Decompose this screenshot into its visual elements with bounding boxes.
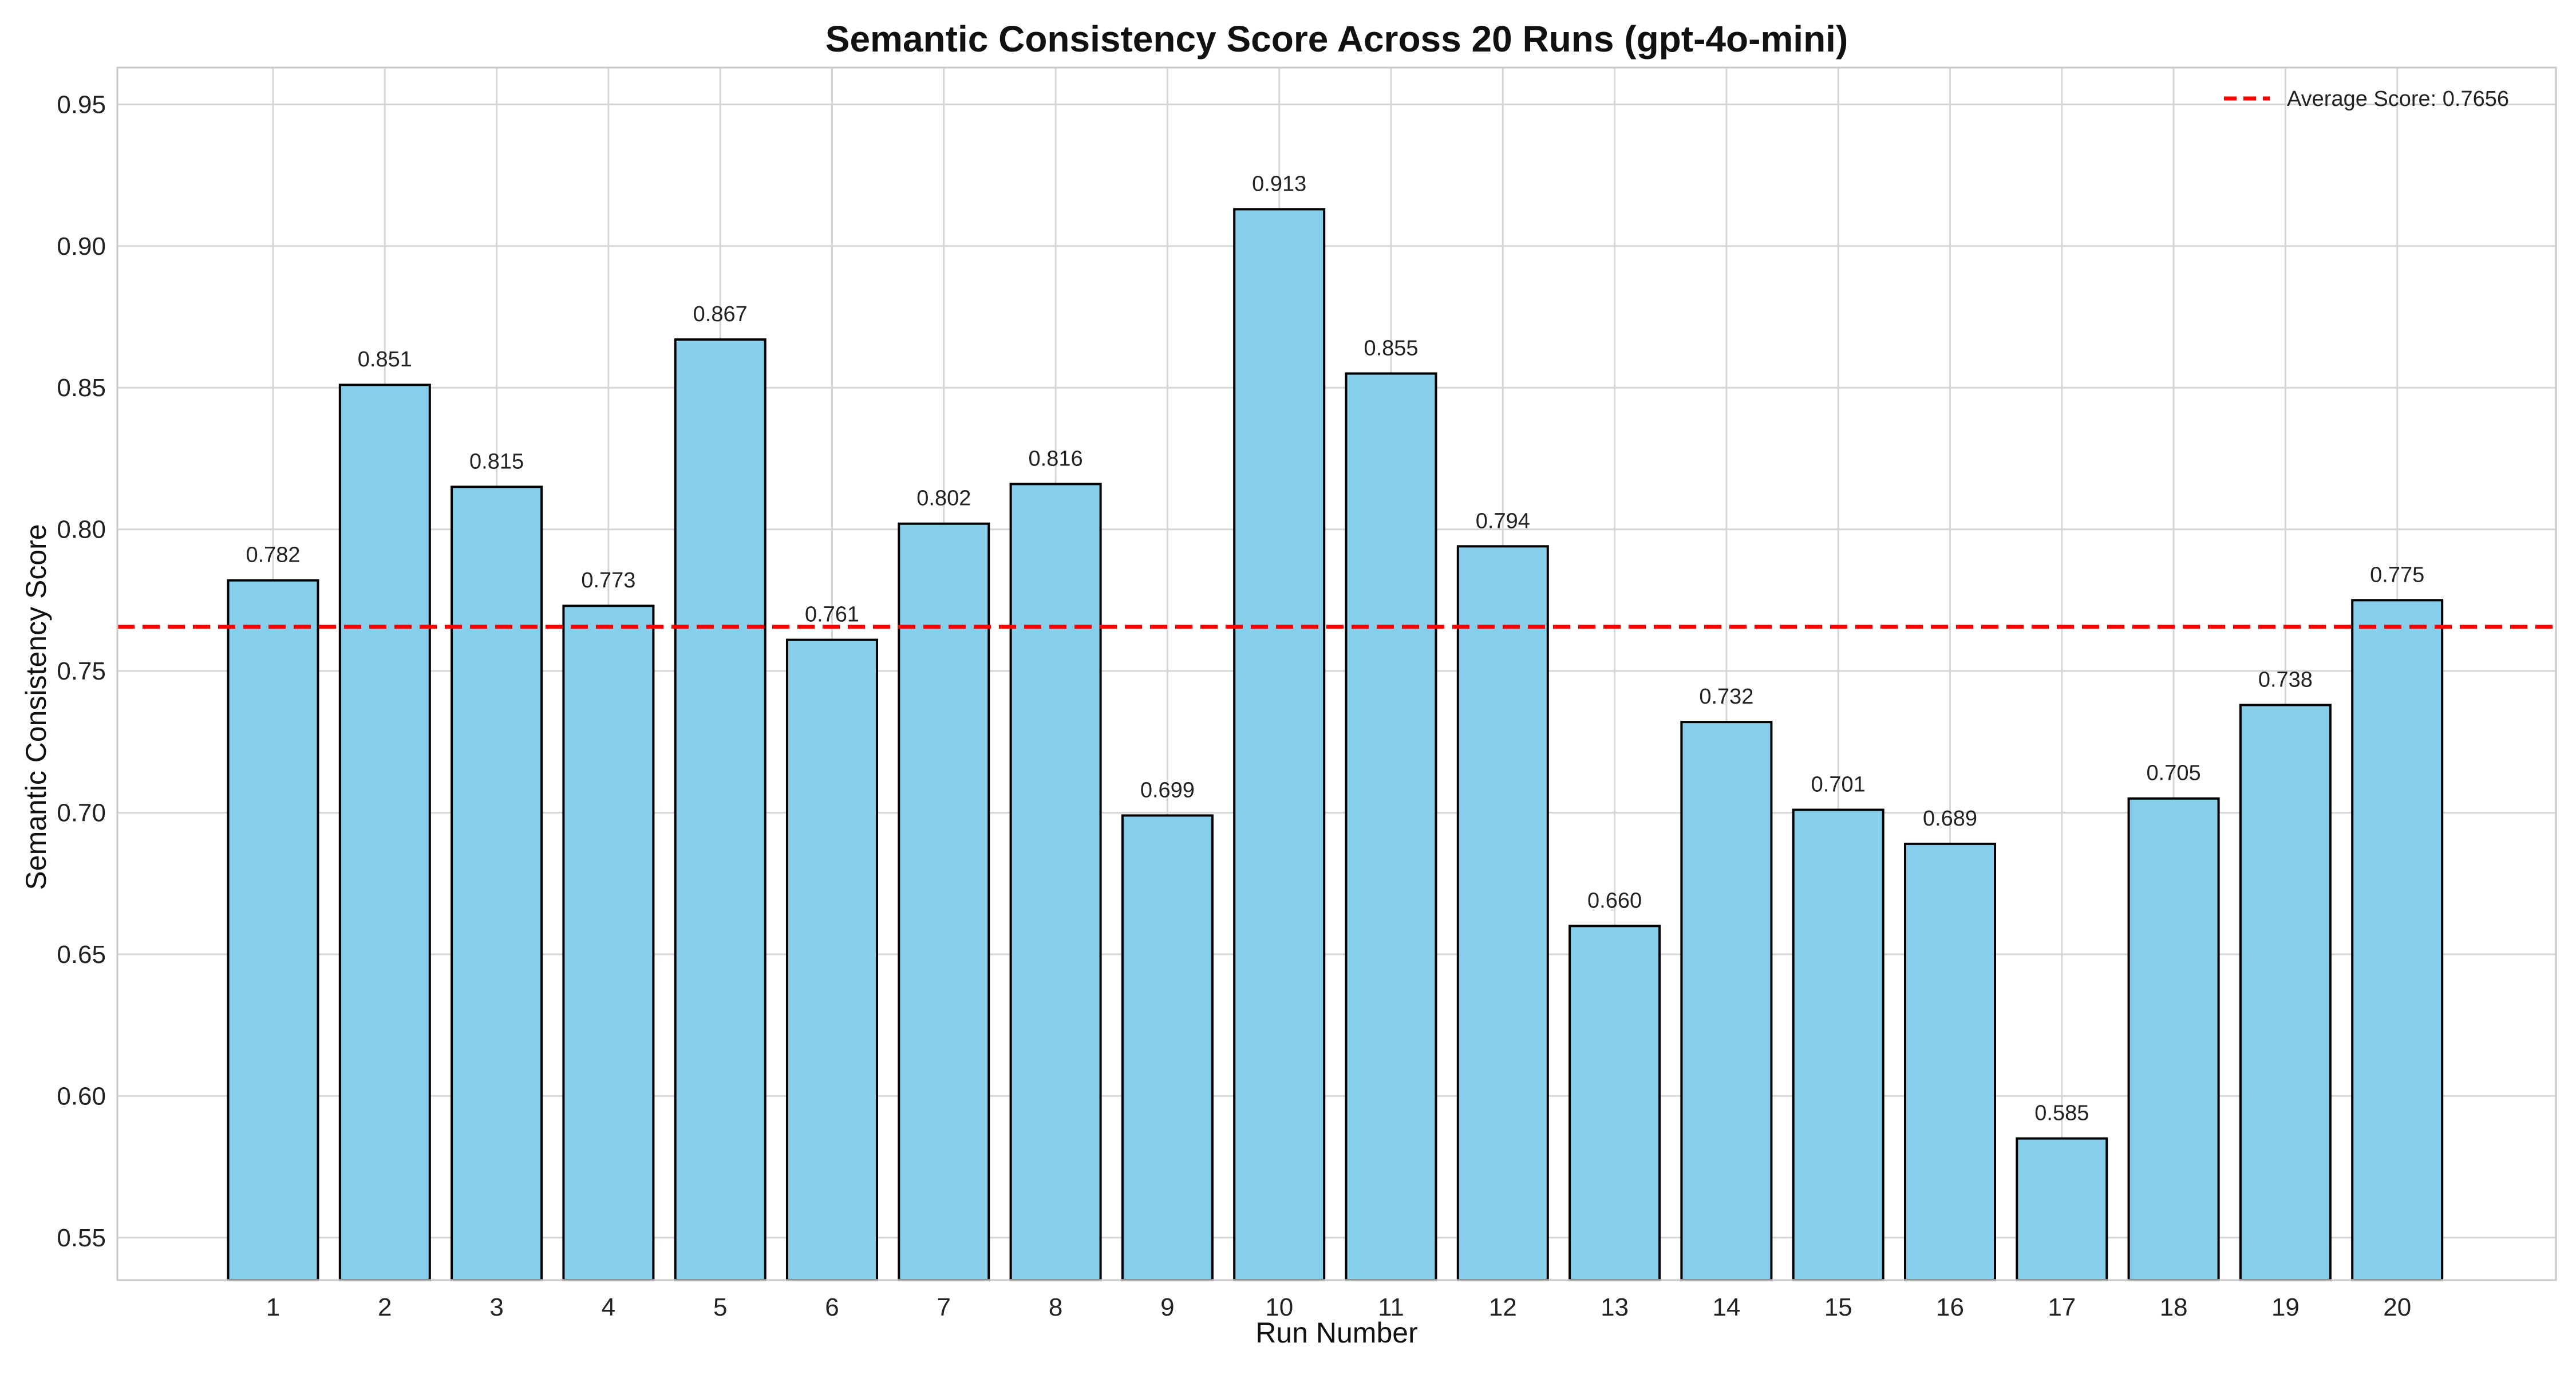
y-tick-label: 0.60 [57,1082,106,1110]
bar-run-10 [1233,208,1326,1281]
bar-run-19 [2239,704,2332,1281]
bar-run-18 [2127,797,2220,1281]
x-tick-label: 6 [825,1293,839,1321]
data-label-run-2: 0.851 [358,348,412,372]
bar-run-2 [338,384,431,1281]
bar-run-13 [1568,925,1661,1282]
plot-frame [116,66,2557,1281]
data-label-run-17: 0.585 [2034,1101,2089,1126]
data-label-run-4: 0.773 [581,568,635,593]
x-tick-label: 3 [489,1293,503,1321]
bar-run-20 [2351,599,2444,1281]
y-tick-label: 0.65 [57,941,106,969]
x-tick-label: 18 [2160,1293,2188,1321]
x-tick-label: 7 [937,1293,951,1321]
bar-run-17 [2016,1137,2108,1281]
x-tick-label: 14 [1712,1293,1740,1321]
bar-run-9 [1121,814,1214,1281]
data-label-run-12: 0.794 [1476,509,1530,533]
data-labels-layer: 0.782 0.851 0.815 0.773 0.867 0.761 0.802 0.816… [246,172,2424,1125]
bar-run-15 [1792,808,1884,1281]
y-tick-label: 0.90 [57,232,106,260]
y-tick-label: 0.95 [57,90,106,119]
data-label-run-6: 0.761 [805,603,859,627]
bar-run-3 [451,485,543,1281]
x-tick-label: 19 [2271,1293,2300,1321]
bar-run-7 [898,522,990,1282]
bar-run-6 [786,638,878,1281]
bar-run-11 [1345,372,1437,1281]
y-tick-labels: 0.55 0.60 0.65 0.70 0.75 0.80 0.85 0.90 0.95 [57,90,106,1251]
y-tick-label: 0.85 [57,374,106,402]
data-label-run-16: 0.689 [1923,807,1977,831]
data-label-run-8: 0.816 [1029,447,1083,471]
x-tick-label: 15 [1824,1293,1852,1321]
chart-title: Semantic Consistency Score Across 20 Run… [825,18,1848,60]
y-tick-label: 0.80 [57,516,106,544]
data-label-run-15: 0.701 [1811,773,1866,797]
y-axis-title: Semantic Consistency Score [20,524,52,890]
x-tick-label: 10 [1265,1293,1293,1321]
bar-run-14 [1680,721,1773,1282]
x-tick-label: 5 [713,1293,727,1321]
data-label-run-10: 0.913 [1252,172,1306,196]
data-label-run-13: 0.660 [1587,889,1642,913]
data-label-run-9: 0.699 [1140,778,1195,802]
x-tick-label: 16 [1936,1293,1964,1321]
x-tick-labels: 1 2 3 4 5 6 7 8 9 10 11 12 13 14 15 16 17 18 19 20 [266,1293,2411,1321]
x-tick-label: 17 [2048,1293,2076,1321]
bar-run-1 [227,579,319,1281]
x-tick-label: 20 [2383,1293,2411,1321]
legend: Average Score: 0.7656 [2224,87,2509,111]
bars-layer [227,208,2444,1282]
x-axis-title: Run Number [1255,1317,1417,1349]
data-label-run-19: 0.738 [2258,668,2313,692]
x-tick-label: 4 [602,1293,615,1321]
data-label-run-3: 0.815 [469,449,524,473]
data-label-run-18: 0.705 [2147,761,2201,785]
data-label-run-1: 0.782 [246,543,300,567]
legend-average-label: Average Score: 0.7656 [2287,87,2509,111]
x-tick-label: 1 [266,1293,280,1321]
x-tick-label: 2 [378,1293,392,1321]
x-tick-label: 8 [1049,1293,1062,1321]
data-label-run-7: 0.802 [916,487,971,511]
data-label-run-11: 0.855 [1364,336,1418,360]
y-tick-label: 0.70 [57,799,106,827]
bar-run-5 [674,338,767,1281]
x-tick-label: 12 [1489,1293,1517,1321]
x-tick-label: 11 [1378,1293,1404,1321]
data-label-run-5: 0.867 [693,302,748,326]
data-label-run-14: 0.732 [1699,685,1753,709]
bar-run-4 [562,605,655,1281]
bar-run-8 [1009,483,1102,1281]
y-tick-label: 0.75 [57,657,106,685]
data-label-run-20: 0.775 [2370,563,2424,587]
bar-run-12 [1456,545,1549,1281]
x-tick-label: 9 [1160,1293,1174,1321]
bar-run-16 [1904,842,1996,1281]
x-tick-label: 13 [1601,1293,1629,1321]
y-tick-label: 0.55 [57,1224,106,1252]
